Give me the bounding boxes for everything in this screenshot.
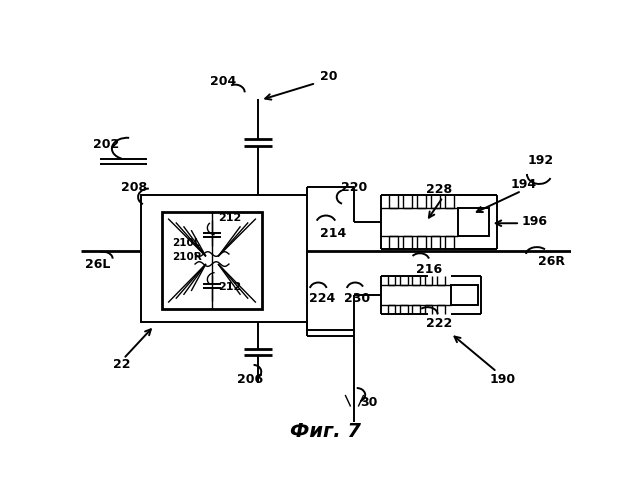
Text: 210L: 210L xyxy=(172,238,200,248)
Text: 228: 228 xyxy=(426,183,452,196)
Text: 26L: 26L xyxy=(85,258,110,270)
Bar xyxy=(459,208,489,236)
Text: 222: 222 xyxy=(426,317,452,330)
Text: 190: 190 xyxy=(489,373,515,386)
Text: 220: 220 xyxy=(342,180,368,194)
Text: 206: 206 xyxy=(237,373,263,386)
Text: 210R: 210R xyxy=(172,252,202,262)
Text: 216: 216 xyxy=(416,263,442,276)
Text: 202: 202 xyxy=(93,138,119,151)
Text: 192: 192 xyxy=(528,154,554,166)
Text: 208: 208 xyxy=(121,180,148,194)
Text: 196: 196 xyxy=(522,215,548,228)
Text: 212: 212 xyxy=(218,213,242,223)
Bar xyxy=(162,212,262,308)
Bar xyxy=(451,285,478,305)
Text: 20: 20 xyxy=(320,70,337,84)
Text: 214: 214 xyxy=(320,227,346,240)
Bar xyxy=(141,194,307,322)
Text: Фиг. 7: Фиг. 7 xyxy=(291,422,361,440)
Text: 230: 230 xyxy=(345,292,371,305)
Text: 204: 204 xyxy=(211,75,237,88)
Text: 22: 22 xyxy=(113,358,131,370)
Text: 212: 212 xyxy=(218,282,242,292)
Text: 26R: 26R xyxy=(539,255,565,268)
Text: 224: 224 xyxy=(309,292,335,305)
Text: 194: 194 xyxy=(511,178,537,191)
Text: 30: 30 xyxy=(360,396,377,409)
